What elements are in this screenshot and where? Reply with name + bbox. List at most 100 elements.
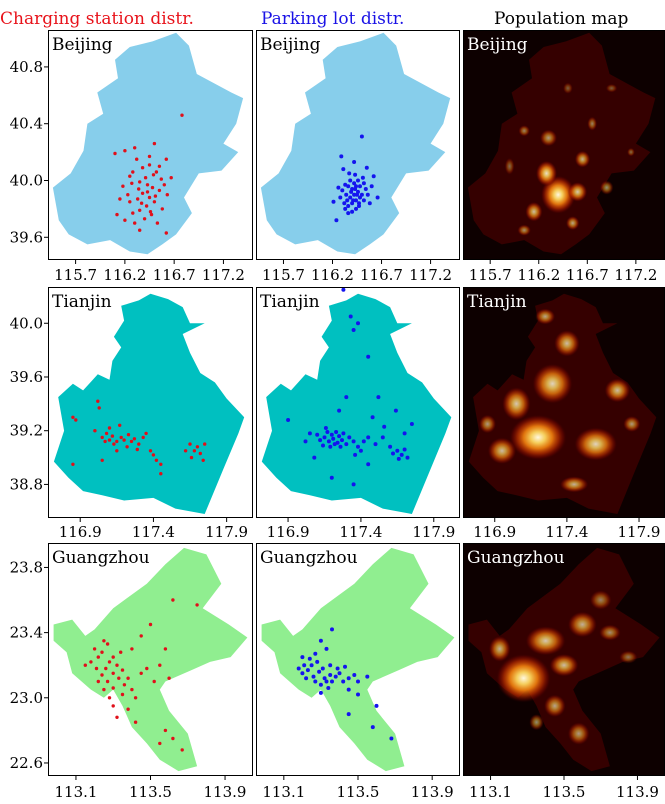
- x-tick-label: 113.5: [543, 783, 586, 801]
- parking-point: [402, 447, 407, 452]
- station-point: [148, 210, 153, 214]
- parking-point: [326, 439, 331, 444]
- guangzhou-region: [53, 547, 248, 772]
- parking-point: [358, 448, 363, 453]
- population-hotspot: [535, 308, 556, 325]
- station-point: [130, 687, 134, 692]
- panel-frame: [48, 543, 253, 776]
- station-point: [118, 423, 122, 427]
- population-hotspot: [563, 82, 573, 94]
- population-hotspot: [598, 624, 621, 641]
- x-tick-label: 116.7: [153, 266, 196, 284]
- population-hotspot: [567, 611, 598, 638]
- column-title-population: Population map: [494, 9, 628, 29]
- x-tick-label: 117.4: [132, 523, 175, 541]
- station-point: [115, 212, 119, 217]
- parking-point: [318, 682, 323, 687]
- y-tick-label: 38.8: [10, 475, 43, 493]
- station-point: [126, 676, 130, 680]
- row-beijing: [44, 30, 665, 264]
- station-point: [155, 221, 160, 225]
- x-tick-label: 113.5: [337, 783, 380, 801]
- station-point: [198, 451, 202, 456]
- parking-point: [395, 448, 400, 453]
- parking-point: [402, 431, 407, 436]
- station-point: [171, 736, 175, 741]
- station-point: [132, 437, 137, 441]
- parking-point: [344, 192, 349, 197]
- station-point: [183, 449, 188, 453]
- parking-point: [391, 451, 395, 456]
- station-point: [71, 462, 75, 466]
- parking-point: [334, 218, 339, 223]
- parking-point: [366, 354, 371, 359]
- station-point: [150, 185, 155, 190]
- parking-point: [359, 192, 364, 197]
- station-point: [144, 204, 149, 208]
- station-point: [96, 679, 101, 684]
- station-point: [131, 211, 135, 215]
- parking-point: [365, 192, 370, 197]
- station-point: [125, 445, 129, 449]
- city-label-beijing-population: Beijing: [467, 35, 528, 55]
- station-point: [158, 741, 162, 746]
- panel-tianjin-population: [463, 287, 665, 522]
- parking-point: [351, 439, 356, 444]
- station-point: [140, 166, 145, 170]
- population-hotspot: [574, 150, 591, 168]
- population-hotspot: [525, 201, 543, 222]
- y-tick-label: 39.6: [10, 368, 43, 386]
- parking-point: [338, 444, 343, 449]
- parking-point: [371, 174, 376, 179]
- station-point: [171, 598, 175, 602]
- station-point: [83, 663, 88, 667]
- station-point: [151, 173, 156, 177]
- station-point: [203, 442, 207, 446]
- panel-guangzhou-stations: [44, 543, 253, 780]
- station-point: [142, 217, 147, 221]
- y-tick-label: 22.6: [10, 754, 43, 772]
- parking-point: [356, 321, 360, 326]
- population-hotspot: [539, 129, 558, 147]
- population-hotspot: [509, 414, 567, 461]
- population-hotspot: [604, 378, 631, 403]
- parking-point: [331, 436, 336, 441]
- parking-point: [346, 204, 351, 208]
- parking-point: [353, 172, 358, 177]
- panel-beijing-population: [463, 30, 665, 264]
- station-point: [136, 197, 140, 201]
- station-point: [139, 201, 144, 205]
- population-hotspot: [529, 714, 544, 731]
- parking-point: [341, 287, 346, 292]
- station-point: [145, 183, 150, 187]
- station-point: [195, 603, 199, 607]
- parking-point: [329, 475, 334, 480]
- station-point: [120, 692, 125, 697]
- station-point: [107, 438, 112, 442]
- parking-point: [328, 663, 333, 668]
- station-point: [130, 181, 134, 185]
- parking-point: [318, 638, 323, 643]
- population-hotspot: [599, 180, 614, 195]
- parking-point: [342, 201, 347, 206]
- parking-point: [356, 444, 360, 449]
- parking-point: [345, 198, 350, 203]
- parking-point: [352, 181, 357, 186]
- station-point: [102, 639, 106, 643]
- tianjin-region: [261, 293, 452, 514]
- x-tick-label: 117.4: [545, 523, 588, 541]
- parking-point: [347, 171, 352, 176]
- station-point: [165, 193, 169, 197]
- parking-point: [356, 679, 360, 684]
- parking-point: [330, 679, 334, 684]
- station-point: [120, 668, 125, 672]
- parking-point: [389, 736, 394, 741]
- parking-point: [348, 178, 353, 183]
- station-point: [107, 660, 112, 664]
- x-tick-label: 117.9: [618, 523, 661, 541]
- parking-point: [317, 669, 322, 674]
- x-tick-label: 113.9: [411, 783, 454, 801]
- parking-point: [366, 462, 371, 467]
- y-tick-label: 39.6: [10, 228, 43, 246]
- station-point: [151, 453, 156, 457]
